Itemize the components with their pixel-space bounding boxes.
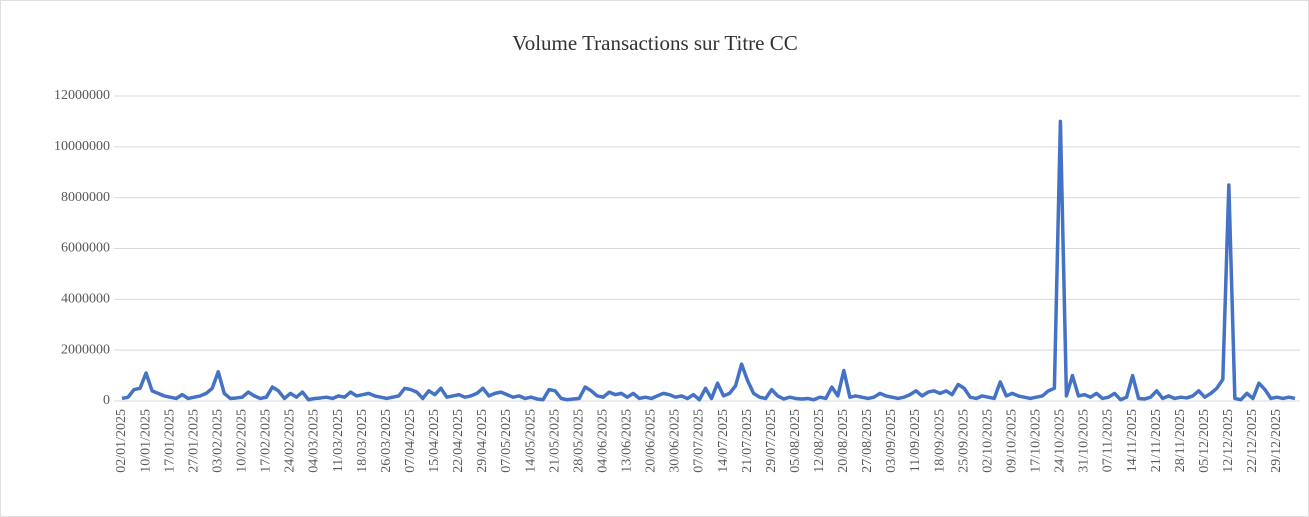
y-tick-label: 8000000 xyxy=(61,190,110,205)
data-line xyxy=(121,119,1296,402)
x-tick-label: 04/06/2025 xyxy=(595,409,610,473)
x-tick-label: 29/04/2025 xyxy=(475,409,490,473)
x-tick-label: 29/07/2025 xyxy=(764,409,779,473)
x-tick-label: 26/03/2025 xyxy=(379,409,394,473)
x-tick-label: 17/10/2025 xyxy=(1029,409,1044,473)
chart-title: Volume Transactions sur Titre CC xyxy=(512,31,798,55)
x-tick-label: 10/01/2025 xyxy=(138,409,153,473)
x-tick-label: 18/03/2025 xyxy=(355,409,370,473)
x-tick-label: 25/09/2025 xyxy=(956,409,971,473)
x-tick-label: 07/04/2025 xyxy=(403,409,418,473)
x-tick-label: 05/12/2025 xyxy=(1197,409,1212,473)
y-tick-label: 4000000 xyxy=(61,292,110,307)
x-tick-label: 28/05/2025 xyxy=(571,409,586,473)
x-tick-label: 24/02/2025 xyxy=(283,409,298,473)
x-tick-label: 14/11/2025 xyxy=(1125,409,1140,472)
x-tick-label: 21/07/2025 xyxy=(740,409,755,473)
y-tick-label: 12000000 xyxy=(54,88,110,103)
x-tick-label: 15/04/2025 xyxy=(427,409,442,473)
x-tick-label: 22/12/2025 xyxy=(1245,409,1260,473)
x-tick-label: 03/09/2025 xyxy=(884,409,899,473)
x-tick-label: 17/01/2025 xyxy=(162,409,177,473)
x-tick-label: 21/05/2025 xyxy=(547,409,562,473)
x-tick-label: 04/03/2025 xyxy=(307,409,322,473)
x-tick-label: 11/09/2025 xyxy=(908,409,923,472)
x-tick-label: 27/01/2025 xyxy=(186,409,201,473)
x-tick-label: 07/11/2025 xyxy=(1101,409,1116,472)
x-tick-label: 10/02/2025 xyxy=(235,409,250,473)
x-tick-label: 27/08/2025 xyxy=(860,409,875,473)
x-tick-label: 03/02/2025 xyxy=(210,409,225,473)
x-tick-label: 20/08/2025 xyxy=(836,409,851,473)
x-tick-label: 05/08/2025 xyxy=(788,409,803,473)
x-tick-label: 12/12/2025 xyxy=(1221,409,1236,473)
x-tick-label: 12/08/2025 xyxy=(812,409,827,473)
x-tick-label: 18/09/2025 xyxy=(932,409,947,473)
x-tick-label: 02/01/2025 xyxy=(114,409,129,473)
x-tick-label: 09/10/2025 xyxy=(1004,409,1019,473)
y-tick-label: 0 xyxy=(103,393,110,408)
x-tick-label: 20/06/2025 xyxy=(644,409,659,473)
x-tick-label: 31/10/2025 xyxy=(1077,409,1092,473)
x-tick-label: 21/11/2025 xyxy=(1149,409,1164,472)
x-tick-label: 22/04/2025 xyxy=(451,409,466,473)
y-tick-label: 2000000 xyxy=(61,342,110,357)
x-tick-label: 14/07/2025 xyxy=(716,409,731,473)
x-tick-label: 11/03/2025 xyxy=(331,409,346,472)
x-tick-label: 02/10/2025 xyxy=(980,409,995,473)
x-tick-label: 13/06/2025 xyxy=(620,409,635,473)
x-tick-label: 07/05/2025 xyxy=(499,409,514,473)
x-tick-label: 14/05/2025 xyxy=(523,409,538,473)
x-tick-label: 30/06/2025 xyxy=(668,409,683,473)
x-tick-label: 17/02/2025 xyxy=(259,409,274,473)
y-tick-label: 10000000 xyxy=(54,139,110,154)
x-tick-label: 07/07/2025 xyxy=(692,409,707,473)
x-tick-label: 29/12/2025 xyxy=(1269,409,1284,473)
x-tick-label: 24/10/2025 xyxy=(1053,409,1068,473)
y-tick-label: 6000000 xyxy=(61,241,110,256)
x-tick-label: 28/11/2025 xyxy=(1173,409,1188,472)
